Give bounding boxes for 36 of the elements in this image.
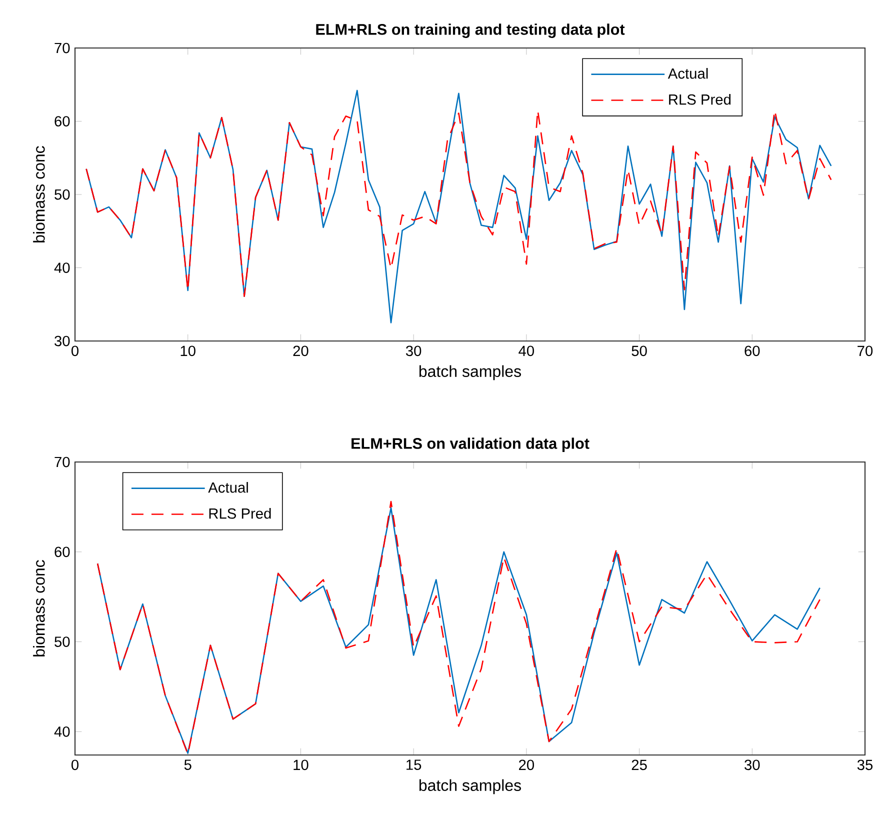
x-tick-label: 20: [293, 346, 308, 356]
y-tick-label: 30: [54, 336, 70, 346]
x-tick-label: 60: [744, 346, 760, 356]
y-tick-label: 60: [54, 546, 70, 558]
x-tick-label: 70: [858, 346, 873, 356]
y-tick-label: 70: [54, 456, 70, 468]
y-tick-label: 40: [54, 262, 70, 273]
legend-label: RLS Pred: [669, 94, 731, 105]
y-axis-title: biomass conc: [33, 146, 45, 242]
x-tick-label: 20: [519, 760, 534, 770]
x-tick-label: 25: [632, 760, 647, 770]
y-tick-label: 70: [54, 42, 70, 54]
x-axis-title: batch samples: [419, 365, 521, 380]
x-tick-label: 50: [632, 346, 647, 356]
y-tick-label: 60: [54, 116, 70, 126]
x-tick-label: 10: [294, 760, 308, 770]
y-axis-title: biomass conc: [33, 560, 45, 656]
chart-title: ELM+RLS on training and testing data plot: [316, 24, 625, 38]
legend-label: RLS Pred: [209, 508, 271, 519]
x-tick-label: 0: [71, 346, 78, 356]
y-tick-label: 50: [54, 636, 70, 647]
x-tick-label: 5: [184, 760, 192, 770]
x-tick-label: 0: [71, 760, 78, 770]
y-tick-label: 40: [54, 726, 70, 737]
x-tick-label: 15: [406, 760, 422, 770]
x-tick-label: 30: [744, 760, 760, 770]
chart-title: ELM+RLS on validation data plot: [352, 438, 590, 452]
x-tick-label: 10: [180, 346, 196, 356]
legend-label: Actual: [668, 68, 708, 79]
x-tick-label: 30: [406, 346, 422, 356]
y-tick-label: 50: [54, 189, 70, 200]
legend-label: Actual: [208, 482, 248, 493]
x-tick-label: 35: [857, 760, 873, 770]
line-series: [86, 110, 832, 297]
x-tick-label: 40: [518, 346, 534, 356]
x-axis-title: batch samples: [419, 779, 521, 794]
